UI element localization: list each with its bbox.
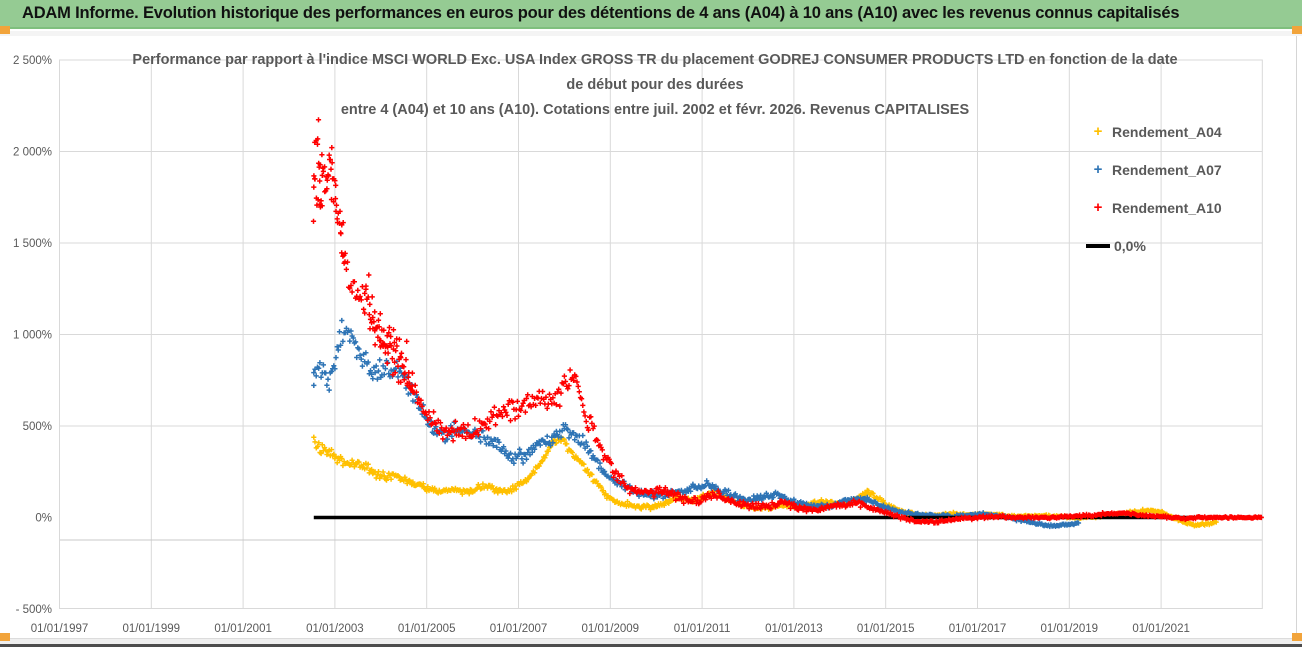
chart-title-line-2: de début pour des durées — [566, 77, 744, 93]
banner-sub-strip — [0, 31, 1302, 36]
x-axis-tick-label: 01/01/2015 — [857, 623, 915, 635]
bottom-right-accent — [1292, 633, 1302, 641]
legend-label-a10: Rendement_A10 — [1112, 199, 1222, 216]
chart-title-line-3: entre 4 (A04) et 10 ans (A10). Cotations… — [340, 102, 970, 118]
y-axis-tick-label: 2 000% — [13, 147, 52, 159]
legend-label-zero: 0,0% — [1114, 237, 1146, 254]
top-left-accent — [0, 26, 10, 34]
window-title-bar: ADAM Informe. Evolution historique des p… — [0, 0, 1302, 29]
right-window-edge — [1296, 36, 1297, 638]
x-axis-tick-label: 01/01/2011 — [674, 623, 731, 635]
x-axis-tick-label: 01/01/2003 — [306, 623, 364, 635]
x-axis-tick-label: 01/01/1999 — [123, 623, 181, 635]
bottom-scroll-strip[interactable] — [0, 638, 1302, 645]
x-axis-tick-label: 01/01/1997 — [31, 623, 89, 635]
zero-line-swatch-icon — [1086, 243, 1110, 248]
y-axis-tick-label: 0% — [35, 513, 52, 525]
x-axis-tick-label: 01/01/2021 — [1132, 623, 1190, 635]
legend-item-a04[interactable]: + Rendement_A04 — [1086, 120, 1286, 143]
plus-marker-icon: + — [1093, 123, 1103, 140]
legend-item-a10[interactable]: + Rendement_A10 — [1086, 196, 1286, 219]
y-axis-tick-label: 1 500% — [13, 238, 52, 250]
top-right-accent — [1292, 26, 1302, 34]
x-axis-tick-label: 01/01/2005 — [398, 623, 456, 635]
legend-item-a07[interactable]: + Rendement_A07 — [1086, 158, 1286, 181]
legend-label-a07: Rendement_A07 — [1112, 161, 1222, 178]
plus-marker-icon: + — [1093, 199, 1103, 216]
y-axis-tick-label: 2 500% — [13, 55, 52, 67]
bottom-left-accent — [0, 633, 10, 641]
chart-title-line-1: Performance par rapport à l'indice MSCI … — [132, 52, 1178, 68]
x-axis-tick-label: 01/01/2001 — [214, 623, 272, 635]
y-axis-tick-label: 1 000% — [13, 330, 52, 342]
window-title: ADAM Informe. Evolution historique des p… — [22, 4, 1180, 22]
legend-item-zero-line[interactable]: 0,0% — [1086, 234, 1286, 257]
legend-label-a04: Rendement_A04 — [1112, 123, 1222, 140]
x-axis-tick-label: 01/01/2017 — [949, 623, 1007, 635]
y-axis-tick-label: 500% — [23, 421, 52, 433]
bottom-window-edge — [0, 644, 1302, 647]
x-axis-tick-label: 01/01/2007 — [490, 623, 548, 635]
x-axis-tick-label: 01/01/2013 — [765, 623, 823, 635]
y-axis-tick-label: - 500% — [16, 604, 52, 616]
x-axis-tick-label: 01/01/2019 — [1041, 623, 1099, 635]
x-axis-tick-label: 01/01/2009 — [582, 623, 640, 635]
chart-legend: + Rendement_A04 + Rendement_A07 + Rendem… — [1086, 120, 1286, 257]
plus-marker-icon: + — [1093, 161, 1103, 178]
series-Rendement_A10 — [310, 117, 1264, 526]
